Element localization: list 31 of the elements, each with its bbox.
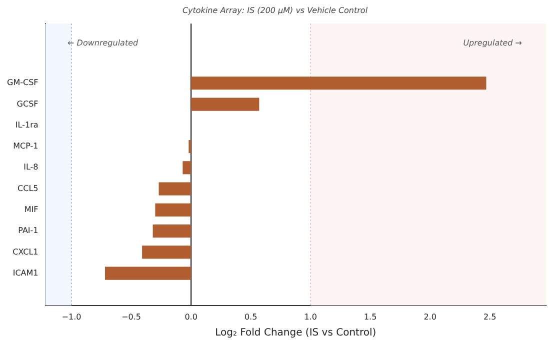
chart-title: Cytokine Array: IS (200 µM) vs Vehicle Control [182, 6, 368, 15]
y-tick-label: CXCL1 [12, 247, 38, 256]
bar [158, 182, 192, 196]
bar [155, 203, 192, 216]
y-tick-label: PAI-1 [18, 226, 38, 236]
text: ← Downregulated [68, 38, 140, 48]
x-tick-label: 2.5 [483, 312, 496, 322]
x-tick-label: 1.5 [364, 312, 377, 322]
y-tick-label: MCP-1 [13, 142, 38, 151]
x-tick-label: 1.0 [304, 312, 317, 322]
bar [188, 140, 192, 154]
bar [191, 98, 260, 111]
y-tick-label: ICAM1 [12, 268, 38, 278]
bar [105, 266, 192, 280]
bar [182, 161, 192, 174]
y-tick-label: IL-1ra [15, 120, 38, 130]
y-tick-label: IL-8 [24, 162, 38, 172]
y-tick-label: GCSF [16, 99, 39, 108]
x-tick-label: 0.0 [184, 312, 198, 322]
x-axis-title: Log₂ Fold Change (IS vs Control) [215, 328, 376, 339]
y-tick-label: MIF [24, 205, 39, 214]
x-tick-label: −1.0 [62, 312, 82, 322]
bar [152, 224, 192, 238]
bar [142, 246, 192, 259]
y-tick-label: GM-CSF [6, 78, 39, 88]
x-tick-label: 2.0 [424, 312, 436, 322]
y-tick-label: CCL5 [18, 184, 38, 193]
x-tick-label: 0.5 [244, 312, 258, 322]
text: Upregulated → [463, 38, 522, 48]
bar [191, 76, 486, 90]
x-tick-label: −0.5 [122, 312, 142, 322]
